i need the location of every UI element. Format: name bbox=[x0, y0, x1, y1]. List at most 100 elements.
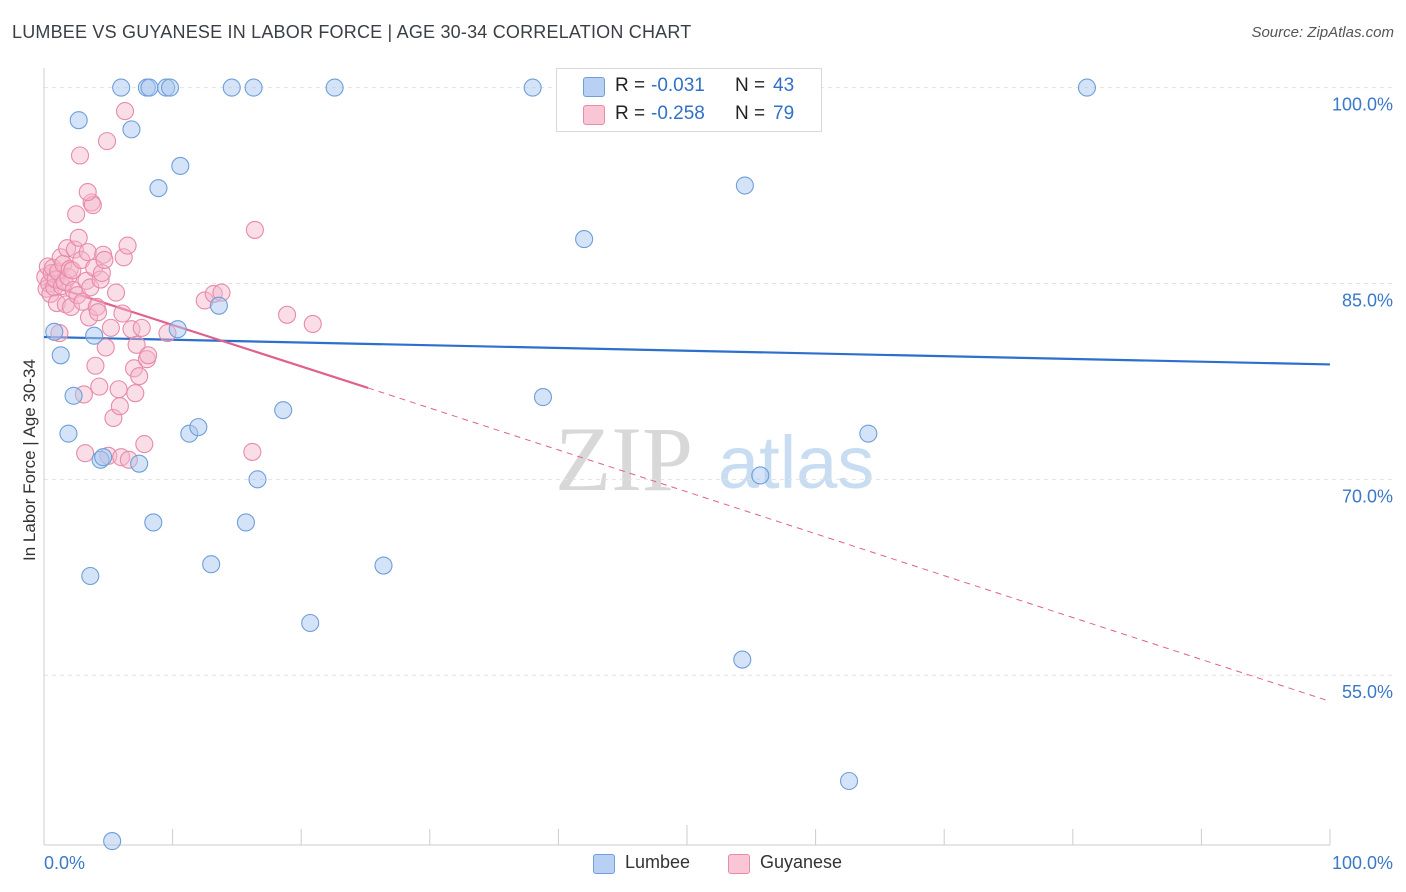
lumbee-point bbox=[859, 424, 878, 443]
lumbee-point bbox=[149, 179, 168, 198]
series-legend: Lumbee Guyanese bbox=[0, 852, 1406, 878]
guyanese-point bbox=[69, 228, 88, 247]
guyanese-swatch bbox=[583, 105, 605, 125]
guyanese-point bbox=[115, 102, 135, 121]
legend-row-lumbee: R = -0.031 N = 43 bbox=[557, 73, 821, 101]
guyanese-point bbox=[47, 294, 66, 313]
guyanese-point bbox=[67, 205, 86, 224]
lumbee-point bbox=[51, 346, 70, 365]
n-value: 79 bbox=[773, 103, 795, 124]
lumbee-point bbox=[69, 111, 88, 130]
lumbee-point bbox=[160, 78, 180, 97]
n-value: 43 bbox=[773, 75, 795, 96]
watermark-zip: ZIP bbox=[555, 408, 693, 510]
legend-row-guyanese: R = -0.258 N = 79 bbox=[557, 101, 821, 129]
guyanese-point bbox=[97, 132, 117, 151]
guyanese-point bbox=[139, 346, 158, 365]
lumbee-point bbox=[374, 556, 393, 575]
lumbee-point bbox=[751, 466, 770, 485]
lumbee-point bbox=[94, 448, 113, 467]
x-tick-label: 0.0% bbox=[44, 853, 85, 873]
r-label: R = bbox=[615, 75, 646, 96]
lumbee-point bbox=[575, 230, 594, 249]
lumbee-point bbox=[735, 176, 754, 195]
lumbee-point bbox=[168, 320, 187, 339]
y-tick-label: 70.0% bbox=[1342, 486, 1393, 506]
lumbee-point bbox=[533, 388, 553, 407]
lumbee-point bbox=[209, 296, 228, 315]
lumbee-point bbox=[1077, 78, 1096, 97]
lumbee-swatch bbox=[593, 854, 615, 874]
legend-label-lumbee: Lumbee bbox=[625, 852, 691, 872]
guyanese-trend-extension bbox=[367, 387, 1331, 702]
guyanese-point bbox=[114, 248, 133, 267]
guyanese-point bbox=[135, 435, 154, 454]
guyanese-swatch bbox=[728, 854, 750, 874]
lumbee-point bbox=[274, 401, 293, 420]
guyanese-point bbox=[78, 183, 97, 202]
guyanese-point bbox=[79, 308, 99, 327]
guyanese-point bbox=[76, 444, 95, 463]
guyanese-point bbox=[78, 243, 97, 262]
guyanese-point bbox=[70, 146, 90, 165]
n-label: N = bbox=[735, 75, 766, 96]
guyanese-point bbox=[109, 380, 128, 399]
guyanese-point bbox=[127, 335, 146, 354]
lumbee-point bbox=[112, 78, 131, 97]
lumbee-point bbox=[301, 613, 320, 633]
guyanese-point bbox=[130, 367, 149, 386]
guyanese-point bbox=[90, 377, 109, 396]
lumbee-point bbox=[122, 120, 141, 139]
guyanese-point bbox=[132, 318, 151, 337]
guyanese-point bbox=[88, 303, 108, 322]
correlation-legend: R = -0.031 N = 43 R = -0.258 N = 79 bbox=[556, 68, 822, 132]
y-tick-label: 55.0% bbox=[1342, 682, 1393, 702]
chart-title: LUMBEE VS GUYANESE IN LABOR FORCE | AGE … bbox=[12, 22, 692, 42]
guyanese-trend-line bbox=[43, 282, 369, 389]
lumbee-point bbox=[244, 78, 263, 97]
watermark: ZIP atlas bbox=[555, 408, 874, 510]
x-tick-label: 100.0% bbox=[1332, 853, 1393, 873]
guyanese-point bbox=[110, 397, 129, 416]
lumbee-point bbox=[248, 470, 267, 489]
lumbee-swatch bbox=[583, 77, 605, 97]
lumbee-point bbox=[222, 78, 241, 97]
guyanese-point bbox=[245, 220, 264, 239]
lumbee-point bbox=[236, 513, 255, 532]
r-value: -0.031 bbox=[651, 75, 705, 96]
lumbee-point bbox=[103, 832, 122, 851]
guyanese-point bbox=[113, 304, 132, 323]
guyanese-point bbox=[104, 408, 123, 428]
n-label: N = bbox=[735, 103, 766, 124]
lumbee-point bbox=[839, 771, 859, 791]
lumbee-point bbox=[64, 386, 83, 405]
lumbee-point bbox=[81, 566, 100, 586]
lumbee-point bbox=[325, 78, 344, 97]
guyanese-point bbox=[101, 318, 120, 337]
guyanese-point bbox=[95, 250, 114, 270]
guyanese-point bbox=[63, 261, 82, 280]
y-tick-label: 85.0% bbox=[1342, 290, 1393, 310]
lumbee-point bbox=[45, 322, 64, 341]
lumbee-point bbox=[140, 78, 159, 97]
lumbee-point bbox=[130, 454, 149, 473]
y-tick-label: 100.0% bbox=[1332, 95, 1393, 115]
guyanese-point bbox=[91, 270, 110, 289]
guyanese-point bbox=[118, 236, 137, 255]
lumbee-point bbox=[144, 513, 163, 532]
guyanese-point bbox=[58, 239, 77, 258]
watermark-atlas: atlas bbox=[718, 421, 874, 504]
guyanese-point bbox=[243, 442, 262, 461]
guyanese-point bbox=[278, 305, 297, 324]
r-value: -0.258 bbox=[651, 103, 705, 124]
lumbee-point bbox=[59, 424, 78, 443]
source-label: Source: ZipAtlas.com bbox=[1251, 24, 1394, 41]
guyanese-point bbox=[86, 356, 105, 375]
lumbee-point bbox=[733, 650, 752, 669]
lumbee-point bbox=[523, 78, 542, 97]
guyanese-point bbox=[303, 314, 322, 334]
lumbee-point bbox=[85, 326, 104, 345]
guyanese-point bbox=[73, 292, 92, 311]
lumbee-trend-line bbox=[43, 335, 1331, 366]
